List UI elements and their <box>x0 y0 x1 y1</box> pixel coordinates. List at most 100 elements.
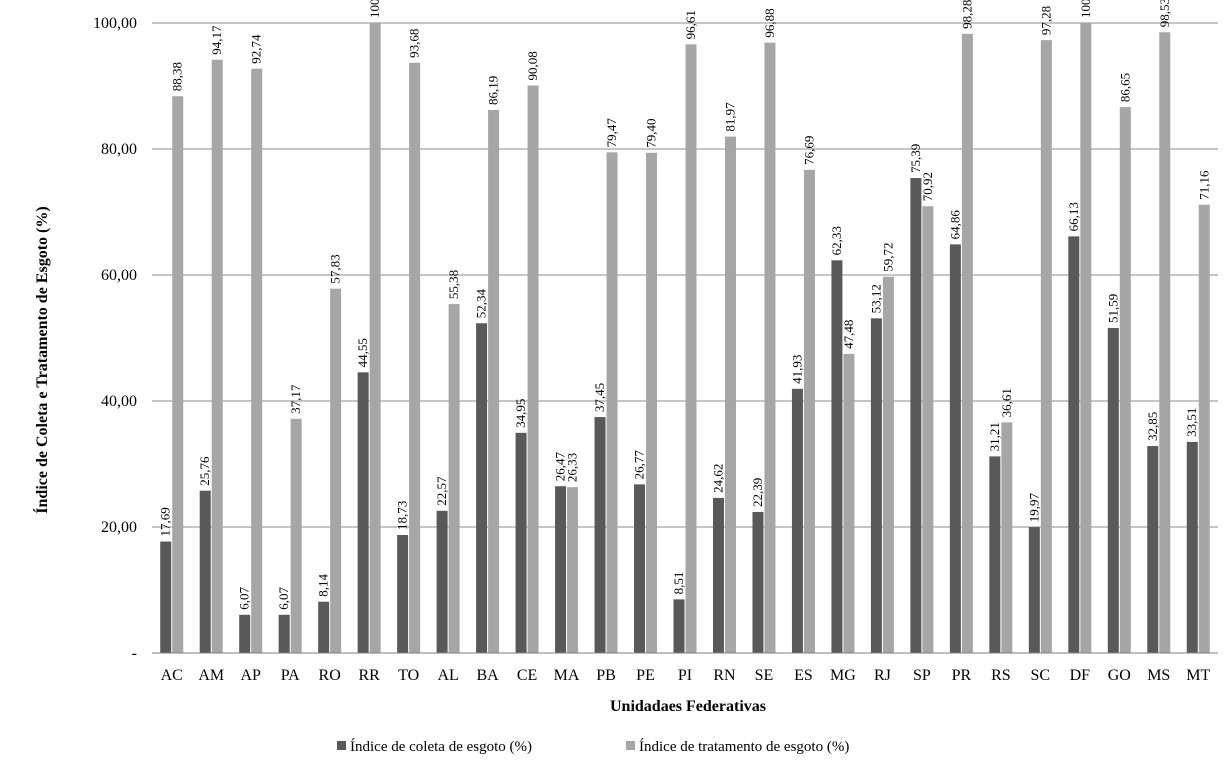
x-tick-label: ES <box>794 667 813 684</box>
legend: Índice de coleta de esgoto (%) Índice de… <box>337 738 849 755</box>
bar-coleta <box>634 484 646 653</box>
x-tick-label: GO <box>1108 667 1131 684</box>
bar-tratamento <box>488 110 500 654</box>
bar-coleta <box>515 432 527 653</box>
bar-coleta <box>673 599 685 653</box>
value-label-tratamento: 100,00 <box>1078 0 1093 18</box>
value-label-coleta: 34,95 <box>513 399 528 428</box>
x-tick-label: CE <box>517 667 537 684</box>
value-label-tratamento: 55,38 <box>446 270 461 299</box>
value-label-tratamento: 90,08 <box>525 51 540 80</box>
bar-coleta <box>752 511 764 653</box>
bar-coleta <box>436 510 448 653</box>
bar-tratamento <box>1159 32 1171 654</box>
x-tick-label: MG <box>830 667 856 684</box>
value-label-tratamento: 98,28 <box>959 0 974 29</box>
x-tick-label: RN <box>713 667 736 684</box>
value-label-tratamento: 47,48 <box>841 320 856 349</box>
x-axis-title: Unidadaes Federativas <box>610 698 766 715</box>
y-tick-label: 20,00 <box>101 519 137 536</box>
y-tick-labels: - 20,00 40,00 60,00 80,00 100,00 <box>93 15 137 662</box>
value-label-tratamento: 98,53 <box>1157 0 1172 27</box>
x-tick-label: PB <box>596 667 616 684</box>
value-label-coleta: 32,85 <box>1145 412 1160 441</box>
value-label-tratamento: 70,92 <box>920 172 935 201</box>
bar-coleta <box>1068 236 1080 654</box>
value-label-coleta: 44,55 <box>355 338 370 367</box>
value-label-tratamento: 88,38 <box>170 62 185 91</box>
value-label-coleta: 75,39 <box>908 144 923 173</box>
value-label-tratamento: 81,97 <box>722 102 737 132</box>
value-label-coleta: 37,45 <box>592 383 607 412</box>
value-label-coleta: 64,86 <box>947 210 962 240</box>
x-tick-label: AP <box>240 667 261 684</box>
value-label-tratamento: 92,74 <box>249 34 264 64</box>
value-label-tratamento: 100,00 <box>367 0 382 18</box>
bar-coleta <box>989 456 1001 653</box>
value-label-coleta: 51,59 <box>1105 294 1120 323</box>
bar-coleta <box>1147 446 1159 653</box>
bar-tratamento <box>211 59 223 653</box>
x-tick-label: RS <box>991 667 1011 684</box>
bar-tratamento <box>527 85 539 654</box>
bar-tratamento <box>843 353 855 653</box>
bar-coleta <box>555 486 567 653</box>
y-axis-title: Índice de Coleta e Tratamento de Esgoto … <box>32 206 51 513</box>
x-tick-label: BA <box>476 667 499 684</box>
value-label-tratamento: 71,16 <box>1196 170 1211 200</box>
bar-tratamento <box>724 136 736 654</box>
value-label-coleta: 22,57 <box>434 476 449 506</box>
bar-coleta <box>870 318 882 653</box>
bar-coleta <box>712 497 724 653</box>
value-label-tratamento: 86,19 <box>486 76 501 105</box>
bar-tratamento <box>448 304 460 653</box>
value-label-tratamento: 97,28 <box>1038 6 1053 35</box>
bar-tratamento <box>1119 107 1131 654</box>
bar-tratamento <box>803 169 815 653</box>
value-label-coleta: 53,12 <box>868 284 883 313</box>
x-tick-label: SP <box>913 667 931 684</box>
value-label-coleta: 26,47 <box>553 451 568 481</box>
bar-coleta <box>949 244 961 653</box>
value-label-coleta: 8,51 <box>671 572 686 595</box>
bar-coleta <box>1028 527 1040 653</box>
value-label-tratamento: 36,61 <box>999 388 1014 417</box>
y-tick-label: 40,00 <box>101 393 137 410</box>
x-tick-label: PI <box>678 667 692 684</box>
bar-coleta <box>476 323 488 653</box>
bar-tratamento <box>882 276 894 653</box>
value-label-coleta: 52,34 <box>474 289 489 319</box>
bar-tratamento <box>685 44 697 654</box>
bar-tratamento <box>646 152 658 653</box>
y-tick-label: 60,00 <box>101 267 137 284</box>
value-label-tratamento: 96,88 <box>762 8 777 37</box>
bar-coleta <box>318 601 330 653</box>
bar-coleta <box>397 535 409 653</box>
x-tick-label: AL <box>437 667 458 684</box>
value-label-coleta: 22,39 <box>750 478 765 507</box>
bar-tratamento <box>251 68 263 654</box>
bar-tratamento <box>1198 204 1210 653</box>
bar-tratamento <box>961 33 973 653</box>
bar-tratamento <box>764 42 776 653</box>
value-label-coleta: 33,51 <box>1184 408 1199 437</box>
y-tick-label: 100,00 <box>93 15 137 32</box>
y-tick-label: - <box>132 645 137 662</box>
bar-coleta <box>831 260 843 653</box>
value-label-coleta: 62,33 <box>829 226 844 255</box>
bar-coleta <box>199 490 211 653</box>
bar-coleta <box>910 178 922 653</box>
x-tick-label: AC <box>161 667 183 684</box>
bar-coleta <box>791 388 803 653</box>
value-label-tratamento: 86,65 <box>1117 73 1132 102</box>
bar-coleta <box>239 614 251 653</box>
value-labels: 17,69 88,38 25,76 94,17 6,07 92,74 6,07 37,17 8,… <box>158 0 1212 610</box>
value-label-tratamento: 93,68 <box>407 29 422 58</box>
legend-label-tratamento: Índice de tratamento de esgoto (%) <box>639 738 849 755</box>
x-tick-label: PE <box>636 667 655 684</box>
x-tick-label: MA <box>554 667 580 684</box>
x-tick-label: PR <box>952 667 972 684</box>
bar-coleta <box>160 541 172 653</box>
